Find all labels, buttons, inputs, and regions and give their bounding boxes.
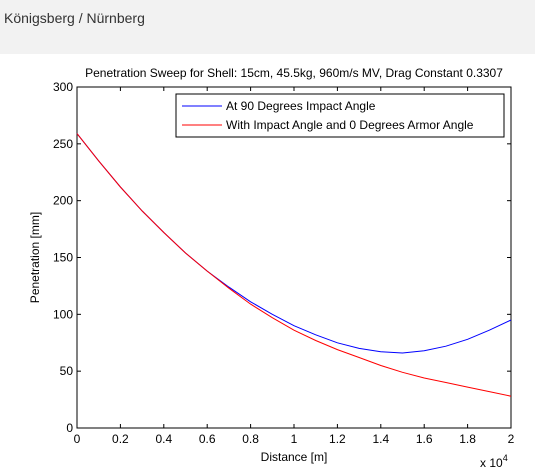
y-axis-label: Penetration [mm] [28,212,42,303]
x-tick-label: 0.4 [155,432,172,446]
x-tick-label: 0.6 [199,432,216,446]
x-tick-label: 1.8 [459,432,476,446]
chart-title: Penetration Sweep for Shell: 15cm, 45.5k… [85,66,503,80]
y-tick-label: 0 [66,421,73,435]
x-tick-label: 0 [74,432,81,446]
y-tick-label: 200 [53,194,73,208]
y-tick-label: 300 [53,80,73,94]
x-tick-label: 1.4 [372,432,389,446]
legend: At 90 Degrees Impact Angle With Impact A… [175,93,505,138]
x-axis-exponent: x 104 [480,453,508,470]
x-tick-label: 1.6 [416,432,433,446]
series-lines [76,133,512,397]
figure-panel: Penetration Sweep for Shell: 15cm, 45.5k… [0,54,535,476]
plot-frame [76,86,512,429]
x-axis-ticks: 0 0.2 0.4 0.6 0.8 1 1.2 1.4 1.6 1.8 2 [74,87,515,446]
page-title: Königsberg / Nürnberg [4,10,145,26]
x-tick-label: 1.2 [329,432,346,446]
legend-label-90-degrees: At 90 Degrees Impact Angle [226,99,376,113]
page-header: Königsberg / Nürnberg [0,0,535,44]
legend-label-impact-angle: With Impact Angle and 0 Degrees Armor An… [226,118,474,132]
x-tick-label: 2 [508,432,515,446]
series-line-1 [76,133,512,397]
y-tick-label: 50 [60,364,74,378]
x-tick-label: 1 [291,432,298,446]
y-tick-label: 250 [53,137,73,151]
x-axis-label: Distance [m] [261,450,328,464]
x-tick-label: 0.8 [242,432,259,446]
y-tick-label: 100 [53,307,73,321]
y-tick-label: 150 [53,251,73,265]
penetration-chart: Penetration Sweep for Shell: 15cm, 45.5k… [28,66,515,470]
y-axis-ticks: 0 50 100 150 200 250 300 [53,80,511,435]
legend-box [175,93,505,138]
x-tick-label: 0.2 [112,432,129,446]
x-exponent-base: x 10 [480,456,503,470]
x-exponent-power: 4 [503,453,508,463]
